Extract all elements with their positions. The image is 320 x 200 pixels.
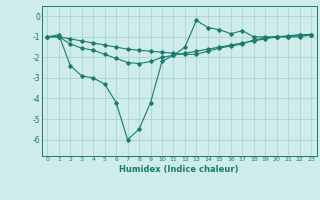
X-axis label: Humidex (Indice chaleur): Humidex (Indice chaleur) bbox=[119, 165, 239, 174]
